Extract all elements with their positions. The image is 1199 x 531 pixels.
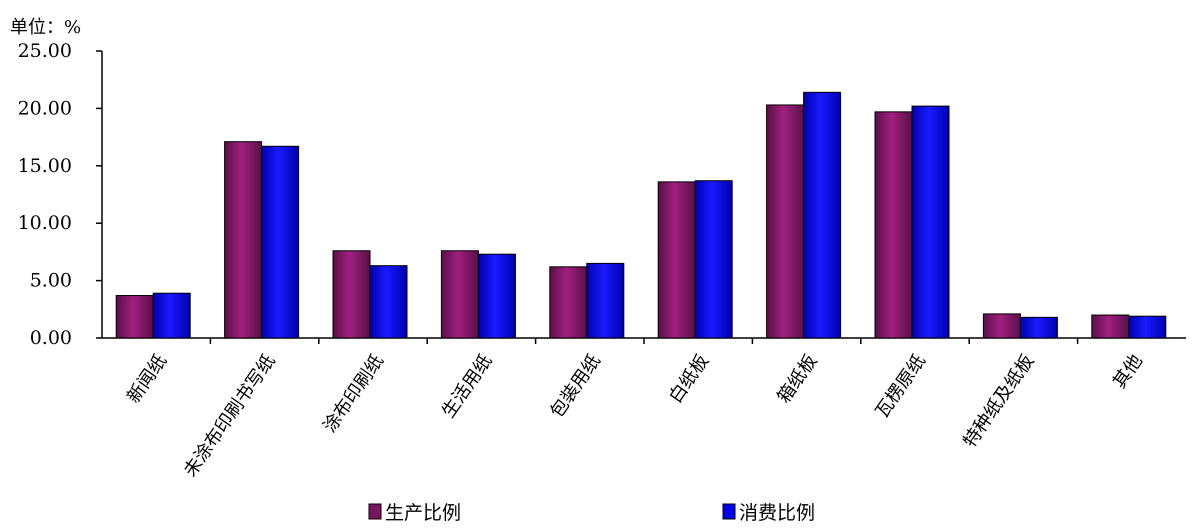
bar bbox=[874, 111, 913, 339]
x-tick-label: 新闻纸 bbox=[123, 351, 171, 407]
y-tick-label: 15.00 bbox=[18, 155, 72, 177]
bar bbox=[982, 313, 1021, 339]
x-tick-label: 特种纸及纸板 bbox=[959, 351, 1038, 452]
x-tick-label: 包装用纸 bbox=[546, 351, 604, 422]
y-tick-label: 0.00 bbox=[30, 327, 72, 349]
x-tick-label: 瓦楞原纸 bbox=[872, 351, 930, 422]
bar bbox=[657, 181, 696, 339]
legend-swatch bbox=[722, 503, 736, 520]
x-tick-label: 涂布印刷纸 bbox=[319, 351, 388, 437]
bar bbox=[1019, 316, 1058, 339]
bar bbox=[477, 253, 516, 339]
bar bbox=[586, 262, 625, 339]
bar bbox=[261, 145, 300, 339]
x-tick-label: 箱纸板 bbox=[774, 351, 822, 407]
x-tick-label: 生活用纸 bbox=[438, 351, 496, 422]
bar bbox=[911, 105, 950, 339]
legend-label: 生产比例 bbox=[385, 502, 461, 524]
bar bbox=[369, 265, 408, 339]
bar bbox=[115, 295, 154, 339]
unit-label: 单位：% bbox=[10, 17, 81, 38]
x-tick-label: 其他 bbox=[1109, 351, 1147, 393]
y-tick-label: 10.00 bbox=[18, 212, 72, 234]
bar bbox=[766, 104, 805, 339]
bar bbox=[1128, 315, 1167, 339]
bar bbox=[332, 250, 371, 339]
y-tick-label: 5.00 bbox=[30, 270, 72, 292]
legend-label: 消费比例 bbox=[739, 502, 815, 524]
bar bbox=[1091, 314, 1130, 339]
y-tick-label: 25.00 bbox=[18, 40, 72, 62]
x-tick-label: 白纸板 bbox=[665, 351, 713, 407]
bar bbox=[803, 91, 842, 339]
bar bbox=[224, 141, 263, 339]
bar bbox=[440, 250, 479, 339]
y-tick-label: 20.00 bbox=[18, 97, 72, 119]
legend: 生产比例 消费比例 bbox=[368, 502, 815, 524]
legend-swatch bbox=[368, 503, 382, 520]
bar bbox=[549, 266, 588, 339]
bar bbox=[694, 180, 733, 339]
axes: 0.00 5.00 10.00 15.00 20.00 25.00 新闻纸 未涂布印刷书写纸涂… bbox=[18, 40, 1186, 481]
x-tick-label: 未涂布印刷书写纸 bbox=[180, 351, 280, 481]
bar bbox=[152, 292, 191, 339]
bars bbox=[115, 91, 1167, 339]
